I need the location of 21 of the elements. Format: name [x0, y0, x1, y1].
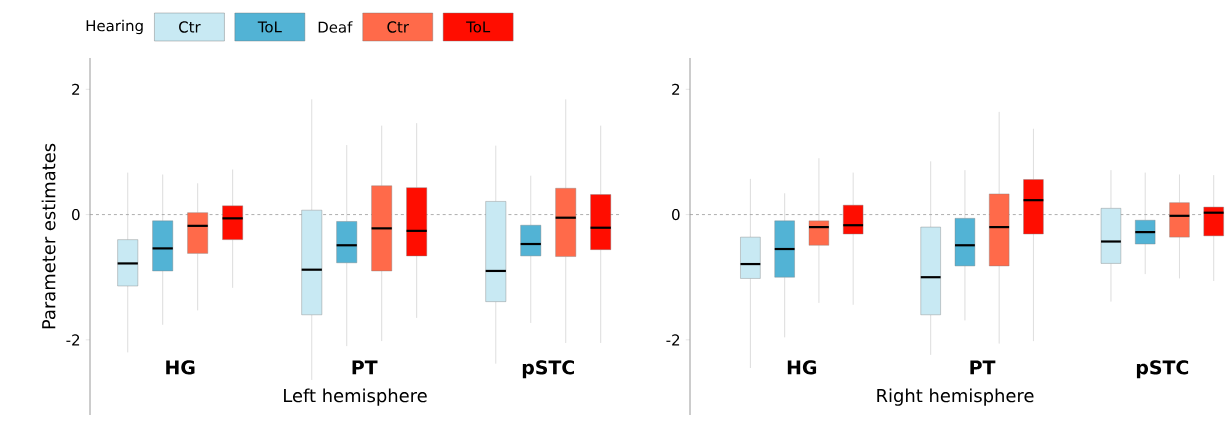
x-axis-title: Left hemisphere	[284, 388, 427, 406]
y-tick-label: 0	[672, 208, 680, 221]
x-tick-label: pSTC	[522, 360, 575, 379]
x-tick-label: HG	[787, 360, 817, 375]
text: Ctr	[387, 21, 409, 33]
y-tick-label: 2	[72, 83, 80, 95]
text: Ctr	[179, 21, 201, 33]
x-tick-label: PT	[970, 360, 996, 375]
text: Deaf	[318, 21, 353, 33]
y-tick-label: -2	[666, 334, 680, 346]
y-axis-title: Parameter estimates	[41, 143, 56, 329]
text: ToL	[257, 21, 282, 33]
y-tick-label: -2	[66, 334, 80, 346]
x-tick-label: HG	[166, 360, 195, 375]
x-tick-label: pSTC	[1136, 360, 1189, 379]
x-tick-label: PT	[352, 360, 378, 375]
x-axis-title: Right hemisphere	[877, 388, 1034, 406]
text: Hearing	[86, 19, 143, 35]
y-tick-label: 0	[72, 208, 80, 221]
y-tick-label: 2	[672, 83, 680, 95]
text: ToL	[466, 21, 491, 33]
